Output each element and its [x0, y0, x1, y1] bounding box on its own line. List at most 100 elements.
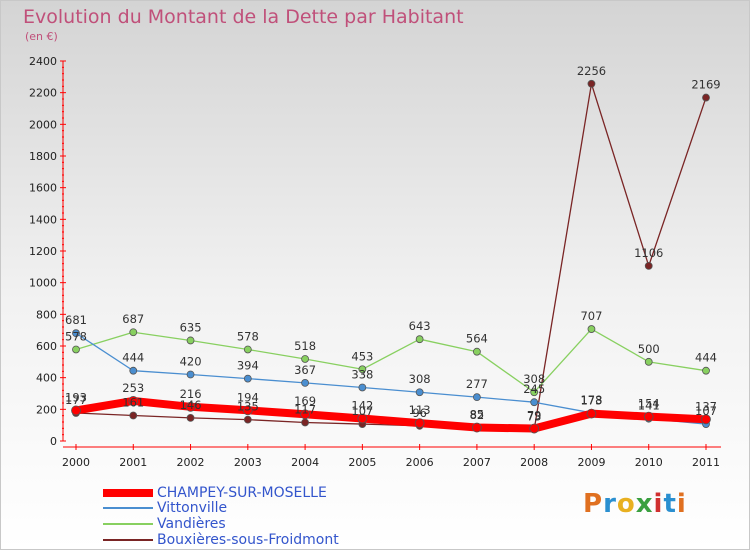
data-point — [415, 335, 424, 344]
data-point — [128, 396, 139, 406]
data-point — [129, 411, 138, 420]
data-point — [71, 405, 81, 416]
data-point — [587, 325, 596, 333]
data-label: 444 — [122, 351, 144, 365]
y-tick-label: 1400 — [29, 213, 57, 226]
data-label: 73 — [527, 409, 542, 423]
data-label: 500 — [638, 342, 660, 356]
y-tick-label: 200 — [36, 403, 57, 416]
series-line — [75, 83, 707, 431]
data-point — [301, 355, 309, 363]
data-point — [414, 418, 425, 429]
legend-swatch — [103, 489, 153, 497]
data-label: 107 — [695, 404, 717, 418]
data-label: 82 — [470, 408, 485, 422]
y-tick-label: 1800 — [29, 150, 57, 163]
x-tick-label: 2000 — [62, 456, 90, 469]
data-point — [644, 357, 653, 366]
data-point — [529, 423, 540, 434]
data-point — [72, 345, 80, 354]
series-line — [75, 332, 707, 425]
data-point — [301, 378, 309, 387]
data-label: 193 — [65, 390, 87, 404]
y-tick-label: 600 — [36, 340, 57, 353]
y-tick-label: 2400 — [29, 55, 57, 68]
series-line — [72, 396, 710, 433]
data-label: 216 — [180, 387, 202, 401]
y-tick-label: 2000 — [29, 118, 57, 131]
data-point — [185, 401, 196, 412]
data-point — [358, 365, 367, 374]
data-point — [243, 374, 252, 383]
data-label: 169 — [294, 394, 316, 408]
data-point — [300, 409, 310, 420]
y-tick-label: 1600 — [29, 182, 57, 195]
data-label: 394 — [237, 359, 259, 373]
data-label: 518 — [294, 339, 316, 353]
data-label: 117 — [294, 402, 316, 416]
y-tick-label: 400 — [36, 372, 57, 385]
data-point — [357, 413, 368, 424]
x-tick-label: 2004 — [291, 456, 319, 469]
legend-label: Vandières — [157, 516, 226, 532]
data-label: 564 — [466, 332, 488, 346]
chart-subtitle: (en €) — [25, 30, 58, 43]
data-point — [702, 366, 710, 375]
data-label: 2256 — [577, 64, 606, 78]
legend-label: CHAMPEY-SUR-MOSELLE — [157, 485, 327, 501]
data-label: 177 — [65, 393, 87, 407]
proxiti-logo: Proxiti — [583, 489, 687, 519]
data-point — [72, 329, 80, 338]
data-label: 578 — [237, 329, 259, 343]
x-tick-label: 2011 — [692, 456, 720, 469]
data-point — [587, 79, 596, 88]
data-label: 578 — [65, 329, 87, 343]
data-label: 367 — [294, 363, 316, 377]
x-tick-label: 2002 — [177, 456, 205, 469]
data-label: 245 — [523, 382, 545, 396]
y-tick-label: 0 — [50, 435, 57, 448]
data-label: 643 — [409, 319, 431, 333]
logo-letter: x — [635, 489, 654, 519]
data-label: 707 — [580, 309, 602, 323]
data-label: 277 — [466, 377, 488, 391]
data-label: 308 — [523, 372, 545, 386]
data-point — [643, 411, 654, 422]
data-label: 453 — [351, 349, 373, 363]
legend-label: Bouxières-sous-Froidmont — [157, 532, 339, 548]
legend-swatch — [103, 539, 153, 541]
data-label: 194 — [237, 390, 259, 404]
data-label: 161 — [122, 396, 144, 410]
y-tick-label: 800 — [36, 308, 57, 321]
data-point — [530, 398, 539, 407]
data-point — [301, 418, 309, 427]
data-label: 107 — [351, 404, 373, 418]
x-tick-label: 2006 — [406, 456, 434, 469]
data-label: 253 — [122, 381, 144, 395]
data-point — [473, 347, 481, 356]
data-label: 308 — [409, 372, 431, 386]
data-label: 113 — [409, 403, 431, 417]
data-label: 420 — [180, 355, 202, 369]
logo-letter: o — [616, 489, 636, 519]
data-point — [358, 383, 367, 392]
data-point — [472, 422, 482, 433]
data-label: 1106 — [634, 246, 663, 260]
data-label: 137 — [695, 399, 717, 413]
data-point — [530, 388, 539, 397]
data-point — [644, 261, 653, 270]
data-point — [186, 370, 195, 379]
x-tick-label: 2010 — [635, 456, 663, 469]
x-tick-label: 2003 — [234, 456, 262, 469]
data-label: 444 — [695, 351, 717, 365]
chart-title: Evolution du Montant de la Dette par Hab… — [23, 6, 464, 28]
data-label: 2169 — [691, 78, 720, 92]
data-label: 146 — [180, 398, 202, 412]
series-line — [75, 328, 707, 393]
x-tick-label: 2007 — [463, 456, 491, 469]
data-point — [186, 336, 195, 345]
data-label: 178 — [580, 393, 602, 407]
data-label: 635 — [180, 320, 202, 334]
